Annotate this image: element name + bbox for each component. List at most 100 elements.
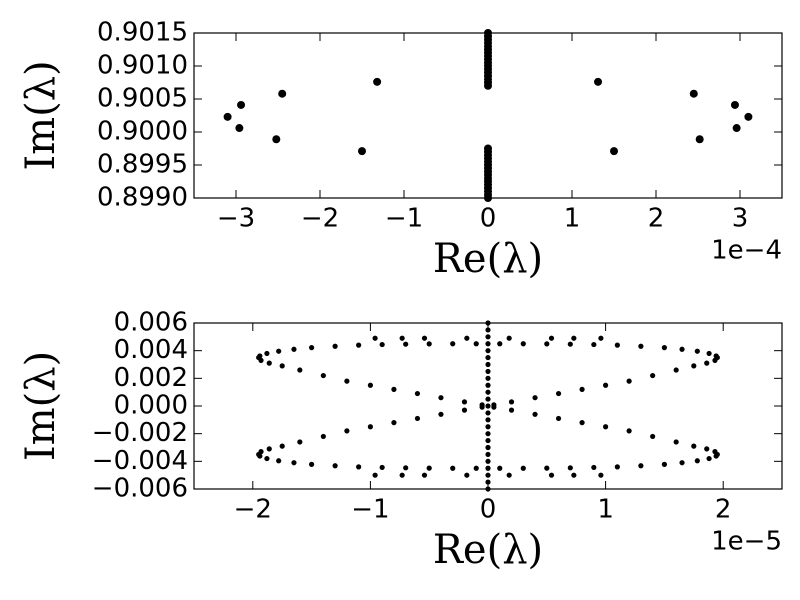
point [485, 334, 491, 340]
point [679, 346, 685, 352]
y-tick-label: 0.8995 [97, 150, 188, 180]
point [266, 360, 272, 366]
y-tick-label: −0.002 [92, 418, 188, 448]
point [691, 443, 697, 449]
point [399, 472, 405, 478]
point [579, 420, 585, 426]
point [379, 341, 385, 348]
point [344, 378, 350, 384]
point [258, 449, 264, 455]
point [332, 463, 338, 469]
x-tick-label: −2 [234, 495, 272, 525]
point [264, 350, 270, 357]
point [297, 367, 303, 373]
point [614, 342, 620, 348]
point [485, 437, 491, 444]
point [485, 451, 491, 458]
point [426, 465, 432, 471]
point [638, 343, 644, 349]
point [532, 395, 538, 401]
point [497, 341, 503, 347]
x-offset-label: 1e−4 [711, 236, 782, 266]
point [704, 360, 710, 366]
x-tick-label: 3 [732, 204, 749, 234]
point [309, 345, 315, 351]
x-tick-label: 0 [480, 204, 497, 234]
x-offset-label: 1e−5 [711, 527, 782, 557]
point [485, 327, 491, 333]
point [485, 375, 491, 381]
point [485, 410, 491, 416]
point [485, 361, 491, 368]
point [235, 124, 244, 133]
x-tick-label: 0 [480, 495, 497, 525]
point [399, 335, 405, 341]
point [508, 399, 515, 405]
point [485, 465, 491, 471]
point [485, 403, 491, 409]
y-tick-label: 0.9010 [97, 51, 188, 81]
point [485, 354, 491, 361]
y-tick-label: 0.9015 [97, 18, 188, 48]
point [320, 433, 326, 440]
point [485, 396, 491, 402]
point [650, 433, 656, 440]
point [485, 348, 491, 354]
axes-frame [193, 322, 783, 490]
point [414, 390, 421, 397]
point [320, 372, 326, 379]
point [485, 444, 491, 451]
point [309, 461, 315, 467]
x-axis-label: Re(λ) [433, 527, 543, 573]
point [591, 464, 597, 471]
point [297, 439, 303, 445]
y-tick-label: 0.002 [114, 363, 188, 393]
point [506, 472, 512, 478]
point [673, 367, 679, 373]
y-tick-label: 0.006 [114, 308, 188, 338]
point [403, 341, 409, 347]
point [506, 335, 512, 341]
point [638, 463, 644, 469]
point [485, 431, 491, 437]
point [520, 465, 526, 471]
x-tick-label: 2 [715, 495, 732, 525]
point [403, 465, 409, 471]
point [485, 417, 491, 423]
point [598, 472, 604, 478]
y-axis-label: Im(λ) [18, 351, 64, 461]
point [544, 465, 550, 471]
x-tick-label: 1 [597, 495, 614, 525]
point [548, 472, 555, 478]
point [258, 357, 264, 363]
point [508, 407, 515, 413]
point [356, 464, 362, 470]
point [691, 363, 697, 369]
point [473, 341, 479, 347]
point [555, 415, 562, 422]
point [272, 135, 281, 144]
y-tick-label: 0.8990 [97, 183, 188, 213]
point [695, 135, 704, 144]
point [661, 461, 668, 467]
point [464, 335, 470, 341]
point [491, 404, 497, 410]
point [626, 428, 632, 434]
point [679, 460, 685, 466]
point [706, 350, 712, 357]
point [497, 465, 503, 471]
point [391, 420, 397, 426]
x-tick-label: −1 [385, 204, 423, 234]
point [689, 89, 698, 98]
point [372, 335, 378, 341]
point [598, 335, 604, 341]
y-tick-label: 0.000 [114, 391, 188, 421]
y-axis-label: Im(λ) [18, 60, 64, 170]
point [567, 465, 573, 471]
y-tick-label: 0.004 [114, 335, 188, 365]
point [372, 472, 378, 478]
point [732, 124, 741, 133]
point [712, 357, 718, 363]
point [673, 439, 679, 445]
